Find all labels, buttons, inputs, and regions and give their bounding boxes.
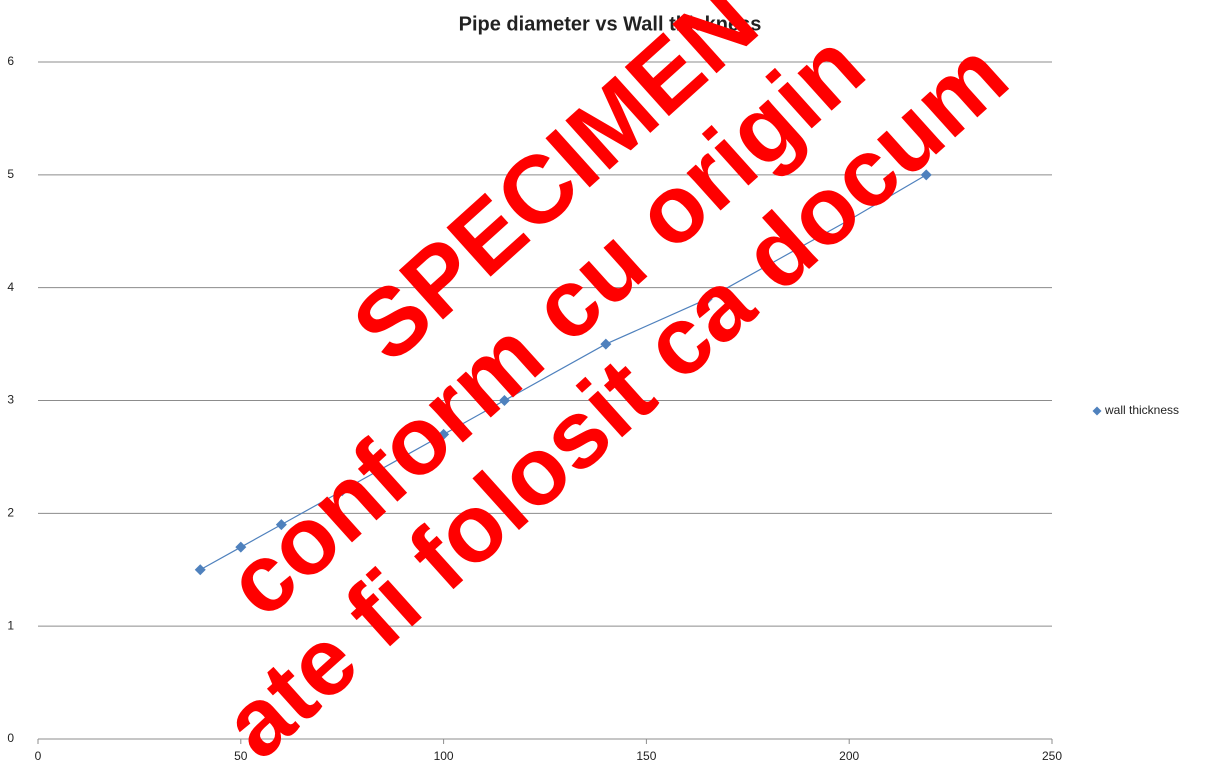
legend-label: wall thickness — [1104, 403, 1179, 417]
point — [397, 451, 409, 463]
point — [194, 564, 206, 576]
y-tick-label: 1 — [7, 618, 14, 632]
point — [275, 519, 287, 531]
point — [701, 293, 713, 305]
y-tick-label: 6 — [7, 54, 14, 68]
x-tick-label: 0 — [35, 749, 42, 763]
y-tick-label: 0 — [7, 731, 14, 745]
series-line — [199, 174, 927, 571]
y-tick-label: 3 — [7, 393, 14, 407]
point — [438, 428, 450, 440]
chart-title: Pipe diameter vs Wall thickness — [459, 13, 762, 35]
point — [336, 485, 348, 497]
x-tick-label: 50 — [234, 749, 248, 763]
legend-marker — [1092, 406, 1102, 416]
point — [235, 541, 247, 553]
x-tick-label: 150 — [636, 749, 656, 763]
x-tick-label: 250 — [1042, 749, 1062, 763]
y-tick-label: 5 — [7, 167, 14, 181]
point — [843, 214, 855, 226]
y-tick-label: 4 — [7, 280, 14, 294]
y-tick-label: 2 — [7, 506, 14, 520]
point — [498, 395, 510, 406]
x-tick-label: 100 — [434, 749, 454, 763]
x-tick-label: 200 — [839, 749, 859, 763]
point — [600, 338, 612, 350]
watermark: conform cu origin — [206, 12, 884, 638]
point — [762, 259, 774, 271]
point — [920, 169, 932, 181]
